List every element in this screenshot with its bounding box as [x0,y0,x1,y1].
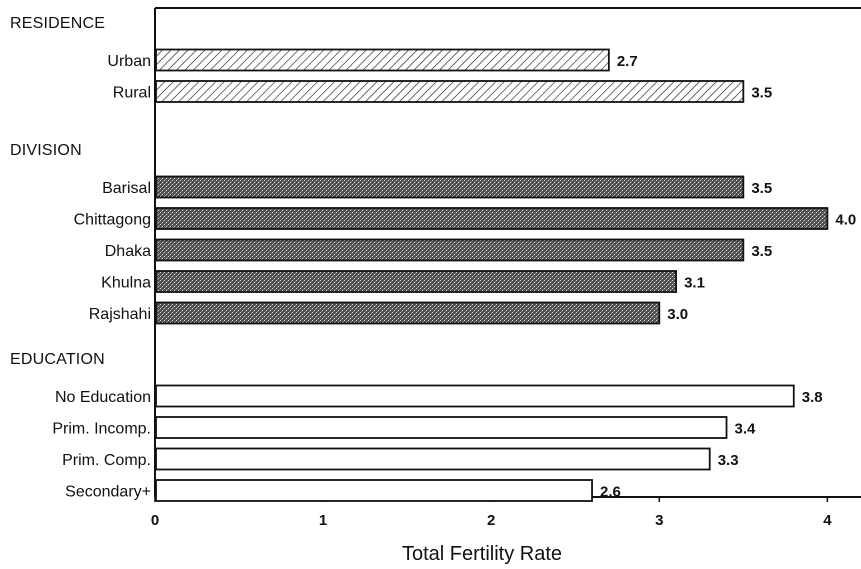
value-label-prim-comp: 3.3 [718,452,739,469]
x-tick-label-0: 0 [151,512,159,529]
category-labels: Urban Rural Barisal Chittagong Dhaka Khulna Ra… [52,53,151,501]
value-label-prim-incomp: 3.4 [735,421,757,438]
x-tick-label-4: 4 [823,512,832,529]
category-label-no-education: No Education [55,389,151,406]
bar-dhaka [155,238,745,262]
category-label-urban: Urban [107,53,151,70]
value-label-barisal: 3.5 [751,180,772,197]
x-tick-label-1: 1 [319,512,327,529]
value-labels: 2.7 3.5 3.5 4.0 3.5 3.1 3.0 3.8 3.4 3.3 2.6 [600,53,856,501]
bar-rajshahi [155,301,661,325]
value-label-rajshahi: 3.0 [667,306,688,323]
category-label-khulna: Khulna [101,275,151,292]
category-label-barisal: Barisal [102,180,151,197]
value-label-dhaka: 3.5 [751,243,772,260]
value-label-secondary: 2.6 [600,484,621,501]
value-label-urban: 2.7 [617,53,638,70]
bar-prim-incomp [155,416,728,439]
bar-khulna [155,270,677,293]
bar-secondary [155,479,593,502]
x-tick-label-2: 2 [487,512,495,529]
group-label-residence: RESIDENCE [10,15,105,32]
category-label-secondary: Secondary+ [65,484,151,501]
group-labels: RESIDENCE DIVISION EDUCATION [10,15,105,368]
category-label-dhaka: Dhaka [105,243,151,260]
bar-rural [155,80,745,103]
x-tick-label-3: 3 [655,512,663,529]
value-label-no-education: 3.8 [802,389,823,406]
bar-prim-comp [155,447,711,471]
value-label-chittagong: 4.0 [835,212,856,229]
group-label-division: DIVISION [10,142,82,159]
bar-no-education [155,384,795,408]
bar-urban [155,48,610,72]
category-label-rural: Rural [113,85,151,102]
value-label-rural: 3.5 [751,85,772,102]
bar-barisal [155,175,745,199]
category-label-prim-incomp: Prim. Incomp. [52,421,151,438]
x-axis-title: Total Fertility Rate [402,543,562,565]
bars [155,48,829,502]
category-label-rajshahi: Rajshahi [89,306,151,323]
bar-chittagong [155,207,829,230]
category-label-prim-comp: Prim. Comp. [62,452,151,469]
category-label-chittagong: Chittagong [74,212,151,229]
group-label-education: EDUCATION [10,351,105,368]
value-label-khulna: 3.1 [684,275,705,292]
x-axis-tick-labels: 0 1 2 3 4 [151,512,832,529]
